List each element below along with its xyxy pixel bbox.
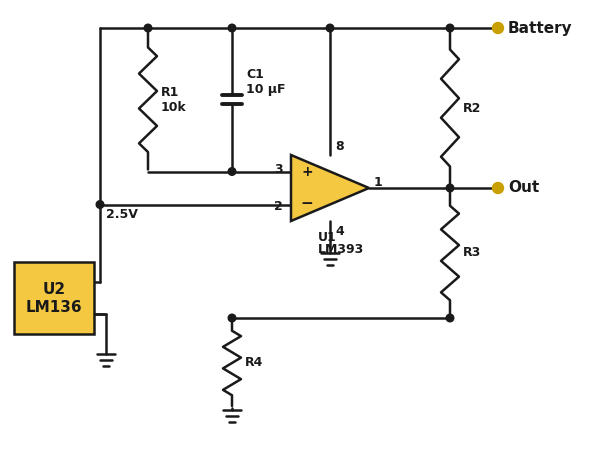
Text: R2: R2 (463, 101, 481, 115)
Text: Out: Out (508, 180, 539, 195)
Text: R3: R3 (463, 247, 481, 259)
Circle shape (228, 24, 236, 32)
Text: 4: 4 (335, 225, 344, 238)
Text: −: − (301, 196, 313, 211)
Polygon shape (291, 155, 369, 221)
Text: 2: 2 (274, 200, 283, 213)
Text: U2: U2 (43, 282, 65, 298)
FancyBboxPatch shape (14, 262, 94, 334)
Circle shape (446, 24, 454, 32)
Text: 8: 8 (335, 140, 344, 153)
Circle shape (446, 184, 454, 192)
Circle shape (493, 183, 503, 193)
Text: +: + (301, 166, 313, 179)
Text: LM393: LM393 (318, 243, 364, 256)
Text: LM136: LM136 (26, 299, 82, 314)
Text: 1: 1 (374, 176, 383, 189)
Text: R1
10k: R1 10k (161, 86, 187, 114)
Text: R4: R4 (245, 356, 263, 369)
Circle shape (96, 201, 104, 208)
Text: Battery: Battery (508, 20, 572, 36)
Text: 2.5V: 2.5V (106, 207, 138, 221)
Circle shape (144, 24, 152, 32)
Circle shape (326, 24, 334, 32)
Circle shape (493, 23, 503, 33)
Text: U1: U1 (318, 231, 337, 244)
Circle shape (228, 168, 236, 175)
Circle shape (228, 314, 236, 322)
Text: 3: 3 (274, 163, 283, 176)
Text: C1
10 μF: C1 10 μF (246, 68, 286, 96)
Circle shape (446, 314, 454, 322)
